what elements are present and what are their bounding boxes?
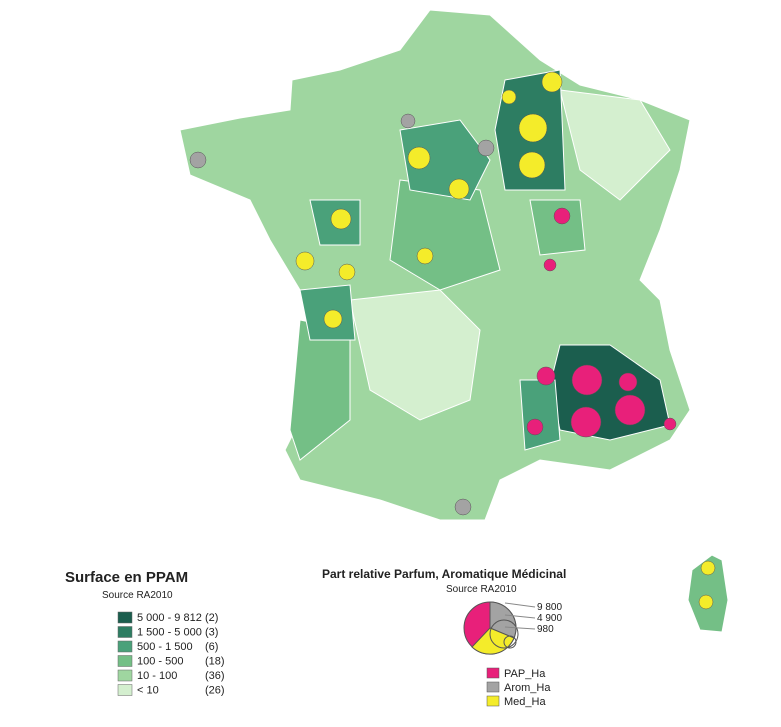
legend-item: Arom_Ha bbox=[504, 682, 551, 694]
legend-count: (18) bbox=[205, 656, 225, 668]
legend-swatch bbox=[486, 667, 500, 679]
legend-count: (6) bbox=[205, 641, 218, 653]
pie bbox=[330, 208, 352, 230]
legend-swatch bbox=[117, 655, 133, 667]
pie bbox=[295, 251, 315, 271]
legend-range: 5 000 - 9 812 bbox=[137, 612, 202, 624]
region bbox=[559, 89, 671, 201]
pie bbox=[526, 418, 544, 436]
size-label: 4 900 bbox=[537, 613, 562, 624]
legend-count: (2) bbox=[205, 612, 218, 624]
pie bbox=[448, 178, 470, 200]
legend-item: Med_Ha bbox=[504, 696, 546, 708]
pie bbox=[518, 113, 548, 143]
pie bbox=[407, 146, 431, 170]
pie bbox=[323, 309, 343, 329]
pie bbox=[618, 372, 638, 392]
legend-swatch bbox=[117, 640, 133, 653]
leader bbox=[504, 626, 536, 630]
pie bbox=[541, 71, 563, 93]
pie bbox=[400, 113, 416, 129]
pie bbox=[571, 364, 603, 396]
legend-range: 10 - 100 bbox=[137, 670, 177, 682]
france-map bbox=[179, 9, 691, 521]
legend-swatch bbox=[486, 695, 500, 707]
legend-pies: Part relative Parfum, Aromatique Médicin… bbox=[322, 567, 566, 708]
legend-swatch bbox=[486, 681, 500, 693]
size-label: 9 800 bbox=[537, 602, 562, 613]
pie bbox=[338, 263, 356, 281]
pie bbox=[553, 207, 571, 225]
pie bbox=[477, 139, 495, 157]
pie bbox=[189, 151, 207, 169]
legend-surface: Surface en PPAM Source RA2010 5 000 - 9 … bbox=[65, 569, 225, 697]
pie bbox=[454, 498, 472, 516]
legend-range: < 10 bbox=[137, 685, 159, 697]
pies bbox=[189, 71, 677, 516]
corsica bbox=[687, 554, 729, 633]
legend-range: 500 - 1 500 bbox=[137, 641, 193, 653]
region bbox=[529, 199, 586, 256]
legend-source: Source RA2010 bbox=[446, 584, 517, 595]
size-label: 980 bbox=[537, 624, 554, 635]
pie bbox=[698, 594, 714, 610]
legend-swatch bbox=[117, 611, 133, 624]
legend-range: 100 - 500 bbox=[137, 656, 183, 668]
size-circle bbox=[503, 635, 517, 649]
legend-swatch bbox=[117, 626, 133, 638]
region bbox=[399, 119, 491, 201]
pie bbox=[536, 366, 556, 386]
legend-count: (26) bbox=[205, 685, 225, 697]
legend-title: Surface en PPAM bbox=[65, 569, 188, 586]
size-circle bbox=[489, 619, 519, 649]
region bbox=[519, 379, 561, 451]
leader bbox=[504, 614, 536, 619]
legend-item: PAP_Ha bbox=[504, 668, 546, 680]
legend-source: Source RA2010 bbox=[102, 590, 173, 601]
pie bbox=[518, 151, 546, 179]
leader bbox=[504, 602, 536, 608]
pie bbox=[501, 89, 517, 105]
pie bbox=[570, 406, 602, 438]
corsica-inset bbox=[687, 554, 729, 633]
legend-count: (36) bbox=[205, 670, 225, 682]
legend-count: (3) bbox=[205, 627, 218, 639]
legend-title: Part relative Parfum, Aromatique Médicin… bbox=[322, 567, 566, 581]
pie bbox=[663, 417, 677, 431]
pie bbox=[614, 394, 646, 426]
pie bbox=[543, 258, 557, 272]
pie bbox=[700, 560, 716, 576]
legend-range: 1 500 - 5 000 bbox=[137, 627, 202, 639]
legend-swatch bbox=[117, 684, 133, 696]
pie bbox=[416, 247, 434, 265]
legend-swatch bbox=[117, 669, 133, 682]
